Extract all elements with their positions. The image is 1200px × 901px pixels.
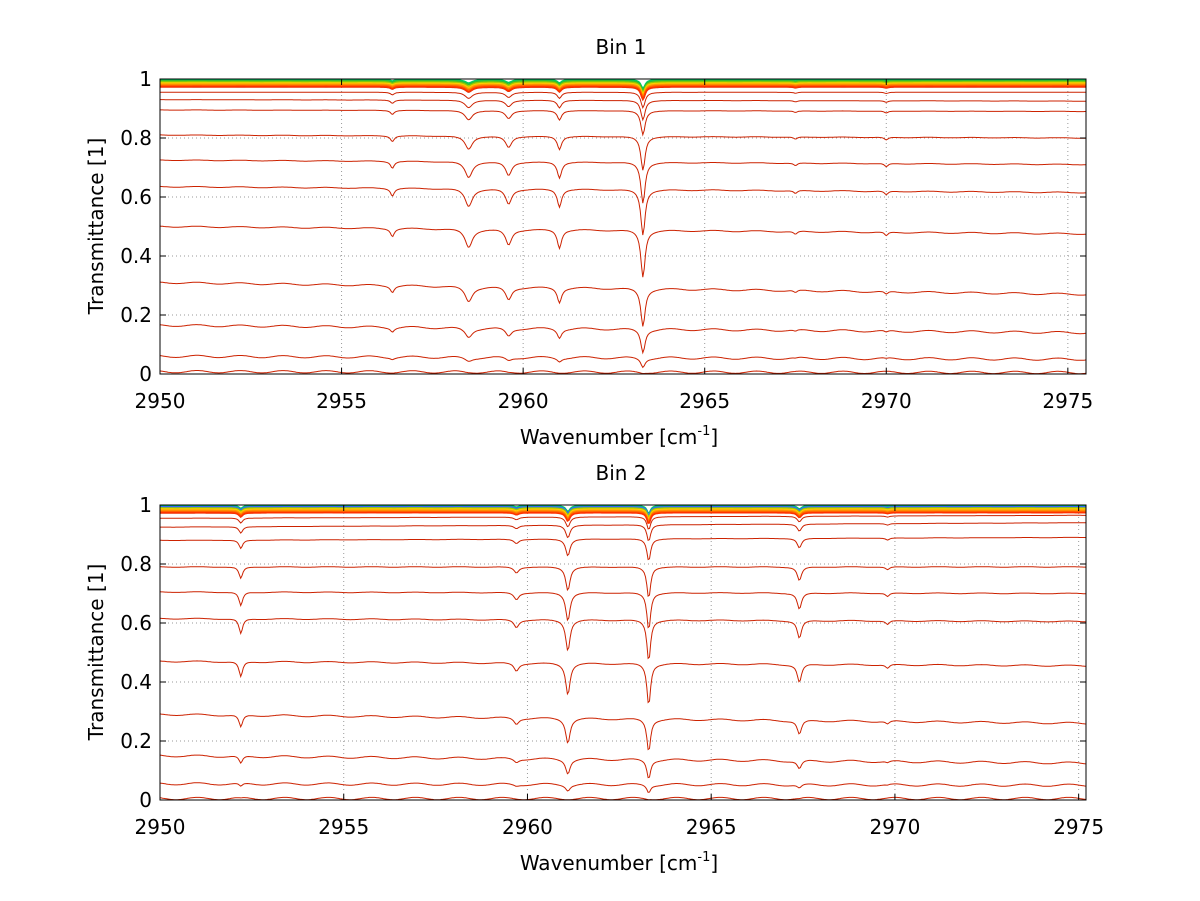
chart-title: Bin 2 [595,461,646,485]
series-line [160,566,1086,597]
series-line [159,617,1087,660]
series-line [160,514,1086,530]
x-tick-label: 2955 [318,815,369,839]
y-tick-label: 0.4 [120,670,152,694]
y-axis-label: Transmittance [1] [84,564,108,742]
series-line-top [160,504,1086,514]
series-line [160,109,1086,137]
series-line [159,796,1087,801]
series-line [160,99,1086,122]
y-tick-label: 0 [139,788,152,812]
series-line [159,324,1087,355]
x-tick-label: 2970 [861,389,912,413]
series-line [160,536,1087,561]
x-tick-label: 2950 [135,389,186,413]
series-line [159,782,1087,793]
series-line [159,354,1087,369]
x-tick-label: 2965 [679,389,730,413]
y-tick-label: 0.8 [120,126,152,150]
axes-frame [159,78,1087,375]
chart-title: Bin 1 [595,35,646,59]
y-tick-label: 0.6 [120,185,152,209]
series-line [159,225,1086,278]
series-line [159,754,1087,779]
x-tick-label: 2950 [135,815,186,839]
x-tick-label: 2970 [869,815,920,839]
series-line [159,713,1087,751]
series-line [159,91,1086,109]
series-line [159,591,1087,629]
tick-labels: 2950 2955 2960 2965 2970 2975 0 0.2 0.4 0.6 0.8 1 [120,67,1093,413]
series-line [159,159,1086,204]
series-line-top [160,78,1086,90]
series-line-top [160,510,1086,523]
series-line-top [160,83,1086,98]
y-tick-label: 0.2 [120,303,152,327]
x-tick-label: 2975 [1053,815,1104,839]
series-line [160,522,1086,541]
series-line [159,660,1087,704]
y-tick-label: 0.8 [120,552,152,576]
y-tick-label: 1 [139,67,152,91]
y-tick-label: 0 [139,362,152,386]
x-tick-label: 2975 [1042,389,1093,413]
x-axis-label: Wavenumber [cm-1] [520,850,718,875]
series-line-top [160,84,1086,100]
series-line-top [160,85,1086,102]
series-line-top [160,506,1086,516]
series-line [160,134,1087,171]
y-tick-label: 0.4 [120,244,152,268]
series-line [159,281,1087,327]
series-line-top [160,80,1086,92]
axes-frame [159,504,1087,801]
series-line-top [160,509,1086,521]
y-axis-label: Transmittance [1] [84,138,108,316]
x-axis-label: Wavenumber [cm-1] [520,424,718,449]
series-line-top [160,508,1086,520]
subplot-bin-2: Bin 2 2950 2955 2960 2965 2970 2975 0 0.2 0.4 0.6… [84,461,1104,875]
plot-area [159,504,1087,801]
series-line-top [160,511,1086,525]
series-line [159,185,1086,236]
y-tick-label: 1 [139,493,152,517]
x-tick-label: 2965 [686,815,737,839]
series-line-top [160,81,1086,94]
tick-labels: 2950 2955 2960 2965 2970 2975 0 0.2 0.4 0.6 0.8 1 [120,493,1104,839]
x-tick-label: 2960 [498,389,549,413]
series-line-top [160,507,1086,518]
x-tick-label: 2960 [502,815,553,839]
y-tick-label: 0.2 [120,729,152,753]
series-line-top [160,82,1086,96]
x-tick-label: 2955 [316,389,367,413]
subplot-bin-1: Bin 1 2950 2955 2960 2965 2970 2975 0 0.2 0.4 0.6… [84,35,1093,449]
plot-area [159,78,1087,375]
y-tick-label: 0.6 [120,611,152,635]
series-line [159,370,1087,375]
